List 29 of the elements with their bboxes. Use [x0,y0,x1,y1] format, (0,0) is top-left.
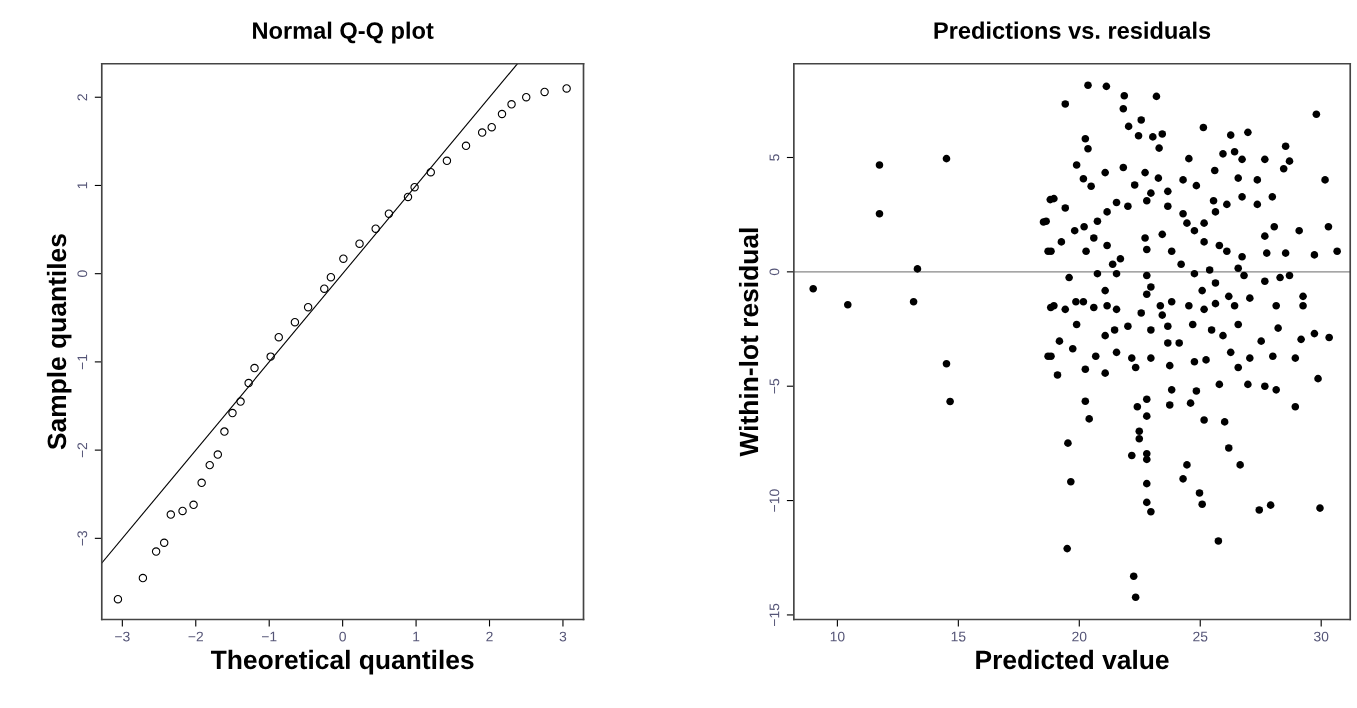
x-axis-title: Theoretical quantiles [210,649,474,675]
chart-title: Predictions vs. residuals [934,21,1211,39]
x-tick-label: 15 [951,631,966,642]
y-axis-title: Sample quantiles [46,234,72,450]
x-tick-label: 3 [559,631,567,642]
y-tick-label: 2 [77,94,88,101]
x-tick-label: 2 [486,631,493,642]
x-tick-label: 25 [1193,631,1208,642]
x-tick-label: 20 [1072,631,1087,642]
x-axis-title: Predicted value [976,649,1169,670]
y-tick-label: −2 [77,442,88,458]
y-tick-label: 5 [769,154,780,161]
y-tick-label: 0 [769,268,780,276]
y-tick-label: 1 [77,182,88,189]
y-tick-label: 0 [77,270,88,277]
y-tick-label: −1 [77,354,88,370]
y-tick-label: −5 [769,378,780,394]
x-tick-label: −1 [261,631,277,642]
y-axis-title: Within-lot residual [738,228,759,457]
x-tick-label: −2 [188,631,203,642]
y-tick-label: −3 [77,531,88,546]
y-tick-label: −10 [769,489,780,512]
x-tick-label: 1 [413,631,420,642]
x-tick-label: 10 [830,631,845,642]
x-tick-label: 30 [1313,631,1329,642]
x-tick-label: 0 [339,631,346,642]
x-tick-label: −3 [115,631,130,642]
chart-title: Normal Q-Q plot [253,21,434,44]
y-tick-label: −15 [769,603,780,627]
